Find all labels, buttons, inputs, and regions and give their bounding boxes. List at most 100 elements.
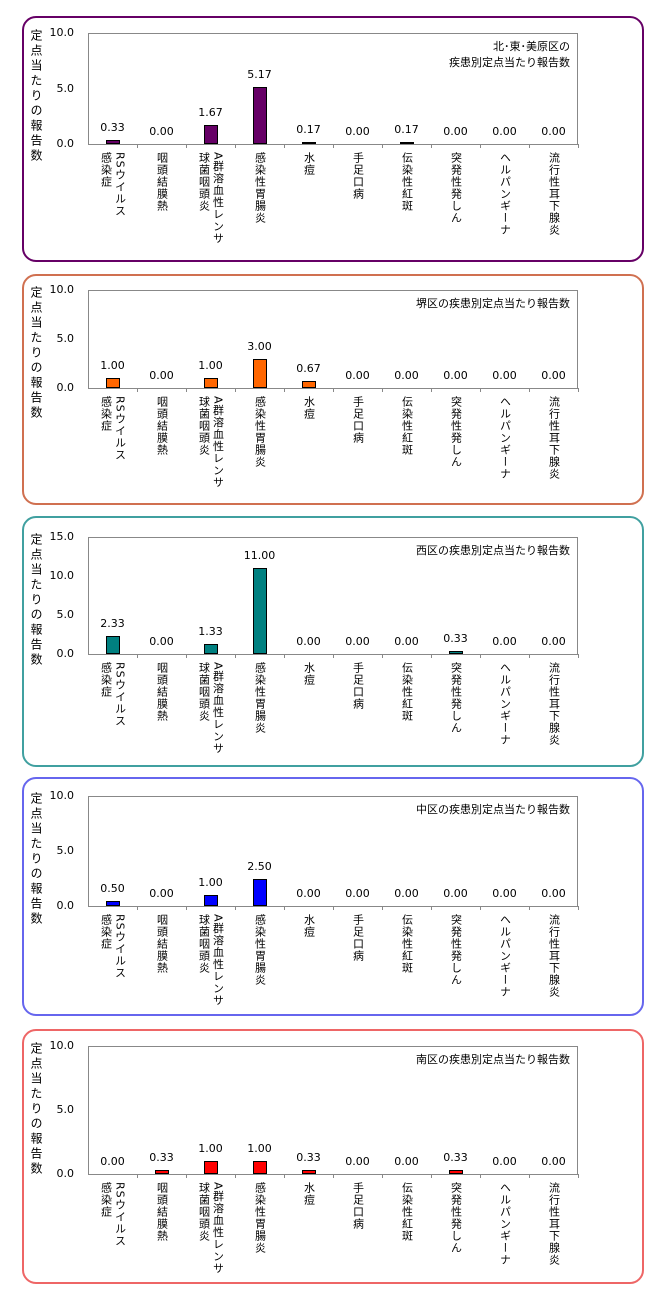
category-label: 水痘 <box>302 152 316 176</box>
bar <box>448 651 463 654</box>
y-tick-label: 10.0 <box>49 569 75 582</box>
bar <box>203 643 218 654</box>
category-label: 手足口病 <box>351 152 365 200</box>
x-tick <box>186 388 187 392</box>
bar <box>105 140 120 144</box>
x-tick <box>235 906 236 910</box>
value-label: 0.00 <box>149 635 174 648</box>
category-label: 咽頭結膜熱 <box>155 914 169 974</box>
value-label: 0.00 <box>149 369 174 382</box>
category-label: 咽頭結膜熱 <box>155 662 169 722</box>
x-tick <box>186 906 187 910</box>
bar <box>203 125 218 144</box>
value-label: 1.67 <box>198 106 223 120</box>
category-label: RSウイルス 感染症 <box>99 152 127 217</box>
category-label: A群溶血性レンサ 球菌咽頭炎 <box>197 1182 225 1275</box>
y-tick-label: 5.0 <box>56 332 75 345</box>
value-label: 0.00 <box>296 887 321 900</box>
x-tick <box>529 654 530 658</box>
category-label: 突発性発しん <box>449 152 463 224</box>
category-label: 手足口病 <box>351 914 365 962</box>
category-label: 感染性胃腸炎 <box>253 152 267 224</box>
category-label: ヘルパンギーナ <box>498 914 512 998</box>
bar <box>448 1169 463 1174</box>
bar <box>203 895 218 906</box>
chart-title: 北･東･美原区の 疾患別定点当たり報告数 <box>449 40 570 69</box>
chart-title: 南区の疾患別定点当たり報告数 <box>416 1053 570 1066</box>
chart-panel <box>22 274 644 505</box>
x-tick <box>235 388 236 392</box>
y-tick-label: 10.0 <box>49 26 75 39</box>
category-label: A群溶血性レンサ 球菌咽頭炎 <box>197 396 225 489</box>
category-label: 水痘 <box>302 1182 316 1206</box>
x-tick <box>529 388 530 392</box>
y-tick-label: 0.0 <box>56 647 75 660</box>
x-tick <box>529 906 530 910</box>
bar <box>105 900 120 906</box>
value-label: 0.00 <box>492 1155 517 1168</box>
x-tick <box>137 906 138 910</box>
value-label: 1.33 <box>198 624 223 638</box>
x-tick <box>578 1174 579 1178</box>
x-tick <box>382 654 383 658</box>
plot-area <box>88 1046 578 1175</box>
x-tick <box>235 1174 236 1178</box>
x-tick <box>333 144 334 148</box>
value-label: 1.00 <box>198 876 223 889</box>
value-label: 0.00 <box>394 1155 419 1168</box>
bar <box>301 142 316 144</box>
x-tick <box>186 654 187 658</box>
x-tick <box>529 1174 530 1178</box>
category-label: 水痘 <box>302 662 316 686</box>
category-label: 流行性耳下腺炎 <box>547 396 561 480</box>
value-label: 1.00 <box>198 359 223 373</box>
category-label: A群溶血性レンサ 球菌咽頭炎 <box>197 152 225 245</box>
value-label: 0.17 <box>394 123 419 136</box>
plot-area <box>88 290 578 389</box>
x-tick <box>431 906 432 910</box>
category-label: 伝染性紅斑 <box>400 1182 414 1242</box>
value-label: 0.00 <box>345 1155 370 1168</box>
category-label: 伝染性紅斑 <box>400 152 414 212</box>
bar <box>203 378 218 388</box>
category-label: 水痘 <box>302 914 316 938</box>
x-tick <box>284 906 285 910</box>
value-label: 0.00 <box>149 887 174 900</box>
y-tick-label: 10.0 <box>49 789 75 802</box>
x-tick <box>284 1174 285 1178</box>
x-tick <box>480 144 481 148</box>
category-label: 手足口病 <box>351 662 365 710</box>
value-label: 0.00 <box>492 635 517 648</box>
x-tick <box>186 1174 187 1178</box>
category-label: 手足口病 <box>351 1182 365 1230</box>
value-label: 0.00 <box>541 887 566 900</box>
value-label: 0.00 <box>149 125 174 138</box>
value-label: 0.00 <box>345 125 370 138</box>
x-tick <box>235 654 236 658</box>
value-label: 5.17 <box>247 67 272 81</box>
x-tick <box>431 388 432 392</box>
bar <box>252 568 267 654</box>
category-label: 感染性胃腸炎 <box>253 396 267 468</box>
chart-panel <box>22 1029 644 1284</box>
value-label: 3.00 <box>247 339 272 353</box>
bar <box>154 1169 169 1174</box>
bar <box>301 1169 316 1174</box>
x-tick <box>480 654 481 658</box>
category-label: 咽頭結膜熱 <box>155 396 169 456</box>
category-label: 伝染性紅斑 <box>400 662 414 722</box>
value-label: 0.00 <box>443 887 468 900</box>
x-tick <box>578 654 579 658</box>
bar <box>203 1161 218 1174</box>
y-tick-label: 10.0 <box>49 283 75 296</box>
chart-title: 西区の疾患別定点当たり報告数 <box>416 544 570 557</box>
category-label: 伝染性紅斑 <box>400 396 414 456</box>
value-label: 0.33 <box>149 1150 174 1164</box>
bar <box>252 878 267 906</box>
value-label: 0.00 <box>492 887 517 900</box>
x-tick <box>480 906 481 910</box>
category-label: A群溶血性レンサ 球菌咽頭炎 <box>197 662 225 755</box>
x-tick <box>137 144 138 148</box>
x-tick <box>529 144 530 148</box>
value-label: 0.50 <box>100 881 125 895</box>
